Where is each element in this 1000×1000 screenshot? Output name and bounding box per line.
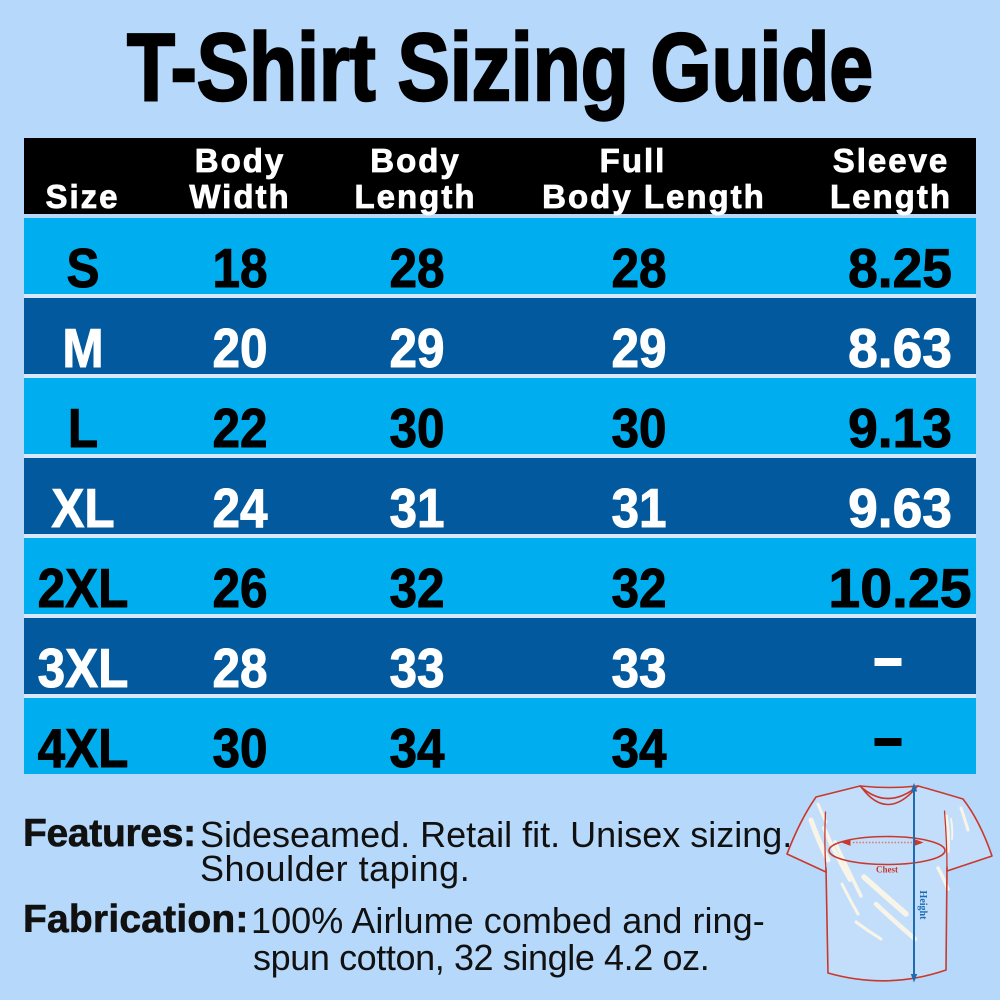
svg-text:Chest: Chest	[876, 865, 898, 875]
svg-text:Height: Height	[917, 891, 928, 921]
